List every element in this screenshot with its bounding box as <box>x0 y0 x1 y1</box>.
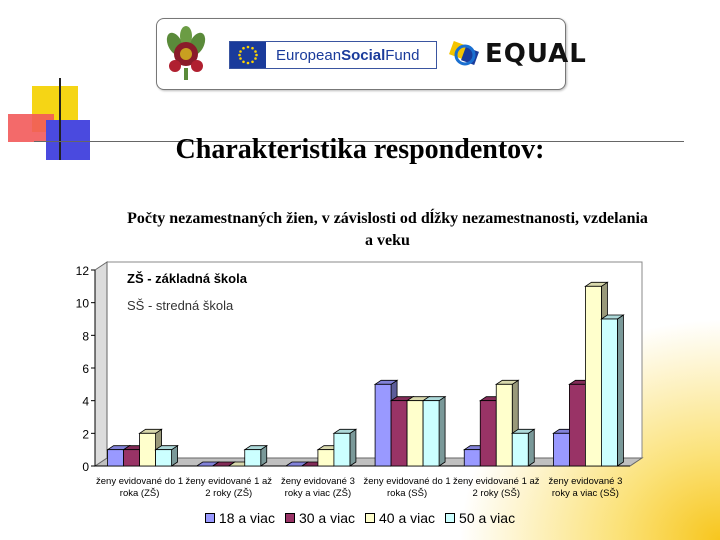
esf-text-bold: Social <box>341 46 386 64</box>
slide-title: Charakteristika respondentov: <box>175 134 545 165</box>
note-zs: ZŠ - základná škola <box>127 271 247 286</box>
bar <box>511 432 529 467</box>
y-tick-label: 12 <box>76 264 90 278</box>
bar <box>479 400 497 467</box>
chart-legend: 18 a viac 30 a viac 40 a viac 50 a viac <box>0 510 720 526</box>
bar <box>139 432 156 467</box>
esf-text-end: Fund <box>385 46 420 64</box>
chart-side-wall <box>94 261 108 467</box>
bar <box>422 400 440 467</box>
bar <box>123 449 140 467</box>
bar <box>553 432 570 467</box>
bar <box>601 318 618 467</box>
legend-label: 40 a viac <box>379 510 436 526</box>
x-tick-label: ženy evidované 3 <box>548 476 622 487</box>
legend-swatch <box>204 513 215 523</box>
bar <box>244 449 262 467</box>
x-tick-label: 2 roky (SŠ) <box>472 488 520 499</box>
bar <box>463 449 481 467</box>
equal-logo: EQUAL <box>447 35 586 75</box>
logo-banner: European Social Fund EQUAL <box>156 18 586 90</box>
x-tick-label: roka (ZŠ) <box>120 488 160 499</box>
bar <box>495 383 513 467</box>
bar <box>317 449 335 467</box>
x-tick-label: ženy evidované do 1 <box>96 476 183 487</box>
legend-label: 18 a viac <box>218 510 275 526</box>
x-tick-label: roky a viac (SŠ) <box>552 488 619 499</box>
y-tick-label: 10 <box>76 297 90 311</box>
note-ss: SŠ - stredná škola <box>127 298 234 313</box>
chart-title-line-1: Počty nezamestnaných žien, v závislosti … <box>127 210 648 227</box>
bar-side <box>349 428 357 467</box>
y-tick-label: 2 <box>82 427 89 441</box>
chart-back-wall <box>106 261 643 459</box>
emblem-logo <box>166 26 206 80</box>
legend-label: 30 a viac <box>298 510 355 526</box>
y-tick-label: 8 <box>82 329 89 343</box>
bar-side <box>617 314 624 467</box>
equal-emblem-icon <box>449 41 479 66</box>
x-tick-label: 2 roky (ZŠ) <box>205 488 252 499</box>
bar <box>585 285 602 467</box>
x-tick-label: ženy evidované do 1 <box>364 476 451 487</box>
legend-swatch <box>445 513 456 523</box>
decor-horizontal-line <box>34 141 684 142</box>
decor-vertical-line <box>59 78 61 160</box>
bar <box>155 449 172 467</box>
bar <box>390 400 408 467</box>
bar <box>569 383 586 467</box>
bar <box>107 449 124 467</box>
bar <box>333 432 351 467</box>
bar <box>374 383 392 467</box>
equal-text: EQUAL <box>485 39 587 69</box>
x-tick-label: roka (SŠ) <box>387 488 427 499</box>
bar <box>406 400 424 467</box>
legend-item: 40 a viac <box>365 510 435 526</box>
y-tick-label: 0 <box>82 460 89 474</box>
esf-text: European Social Fund <box>266 42 436 68</box>
x-tick-label: ženy evidované 1 až <box>185 476 272 487</box>
chart-title-line-2: a veku <box>365 232 410 249</box>
legend-label: 50 a viac <box>459 510 516 526</box>
x-tick-label: ženy evidované 3 <box>281 476 355 487</box>
legend-item: 30 a viac <box>284 510 355 526</box>
x-tick-label: roky a viac (ZŠ) <box>285 488 352 499</box>
legend-swatch <box>365 513 375 523</box>
bar-side <box>527 428 535 467</box>
y-tick-label: 4 <box>82 395 89 409</box>
legend-swatch <box>284 513 295 523</box>
y-tick-label: 6 <box>82 362 89 376</box>
esf-text-regular: European <box>276 46 342 64</box>
x-tick-label: ženy evidované 1 až <box>453 476 540 487</box>
eu-flag-icon <box>230 42 266 68</box>
decor-blue-square <box>46 120 90 160</box>
bar-side <box>438 395 446 467</box>
legend-item: 18 a viac <box>204 510 275 526</box>
european-social-fund-logo: European Social Fund <box>229 41 437 69</box>
legend-item: 50 a viac <box>445 510 515 526</box>
chart-title: Počty nezamestnaných žien, v závislosti … <box>80 208 695 252</box>
